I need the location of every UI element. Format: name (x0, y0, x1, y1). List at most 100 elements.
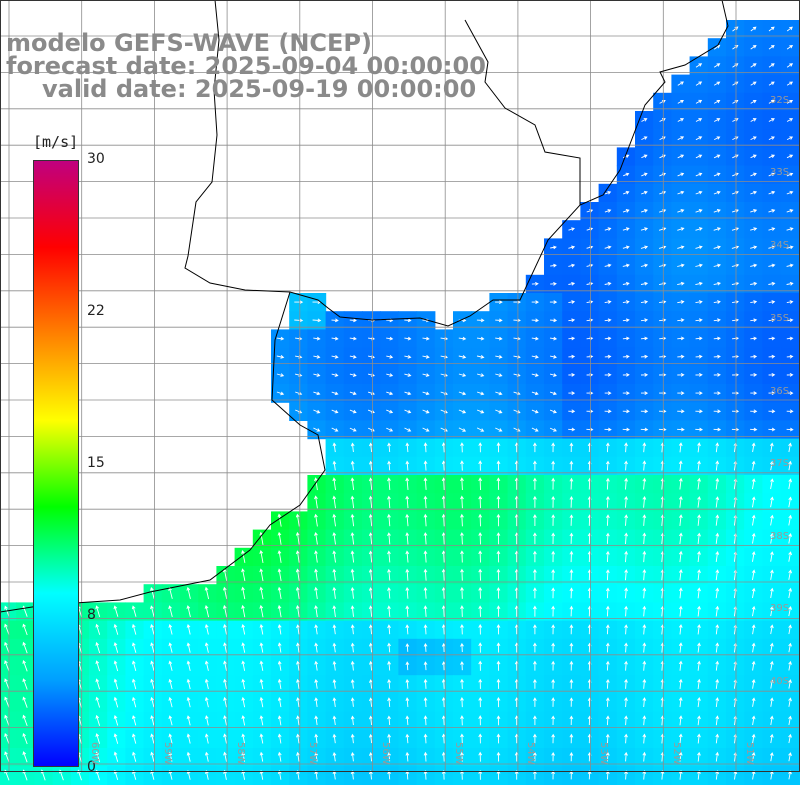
wind-arrow (332, 697, 337, 707)
wind-arrow (697, 569, 701, 581)
wind-arrow (715, 477, 720, 490)
wind-arrow (423, 678, 428, 689)
wind-arrow (441, 442, 446, 453)
wind-arrow (332, 752, 337, 762)
lat-label-32s: 32S (770, 95, 790, 106)
lat-lon-grid (0, 0, 800, 772)
wind-arrow (695, 354, 703, 359)
wind-arrow (405, 532, 410, 545)
wind-arrow (677, 81, 684, 86)
wind-arrow (277, 586, 282, 600)
wind-arrow (332, 460, 337, 471)
speed-cell (798, 766, 800, 785)
wind-arrow (276, 373, 285, 377)
wind-arrow (368, 460, 373, 471)
wind-arrow (387, 751, 391, 762)
wind-arrow (478, 660, 483, 671)
wind-arrow (259, 696, 264, 708)
wind-arrow (405, 513, 410, 527)
wind-arrow (715, 496, 720, 508)
wind-arrow (715, 660, 720, 671)
wind-arrow (168, 660, 173, 671)
wind-arrow (605, 715, 610, 726)
wind-arrow (786, 63, 794, 68)
wind-arrow (386, 336, 394, 341)
wind-arrow (768, 190, 776, 195)
wind-arrow (113, 642, 119, 653)
wind-arrow (368, 532, 373, 545)
wind-arrow (677, 354, 685, 359)
wind-arrow (478, 460, 483, 471)
wind-arrow (349, 427, 357, 432)
wind-arrow (22, 623, 28, 636)
wind-arrow (204, 642, 209, 653)
wind-arrow (788, 697, 792, 707)
wind-arrow (786, 118, 794, 122)
wind-arrow (697, 460, 701, 471)
wind-arrow (750, 136, 757, 141)
wind-arrow (713, 300, 721, 304)
wind-arrow (642, 587, 647, 599)
wind-arrow (569, 532, 574, 544)
wind-arrow (387, 697, 391, 707)
valid-date: valid date: 2025-09-19 00:00:00 (42, 75, 477, 103)
wind-arrow (677, 245, 685, 250)
wind-arrow (788, 514, 793, 526)
wind-arrow (368, 427, 375, 432)
wind-arrow (422, 336, 430, 341)
wind-arrow (131, 733, 137, 744)
wind-arrow (314, 605, 318, 618)
wind-arrow (496, 678, 501, 689)
wind-arrow (770, 532, 774, 544)
wind-arrow (186, 586, 191, 600)
wind-arrow (495, 300, 503, 304)
wind-arrow (349, 318, 357, 323)
wind-arrow (313, 409, 321, 414)
wind-arrow (750, 318, 758, 323)
wind-arrow (423, 550, 428, 563)
wind-arrow (768, 154, 776, 159)
wind-arrow (642, 678, 647, 689)
wind-arrow (786, 99, 794, 104)
wind-arrow (697, 733, 701, 744)
wind-arrow (677, 373, 685, 377)
wind-arrow (478, 587, 483, 599)
wind-arrow (677, 190, 685, 195)
wind-arrow (549, 373, 557, 377)
wind-arrow (713, 409, 722, 414)
wind-arrow (695, 281, 703, 286)
wind-arrow (715, 460, 720, 471)
wind-arrow (788, 642, 792, 653)
wind-arrow (533, 624, 537, 635)
wind-arrow (697, 696, 701, 708)
wind-arrow (770, 478, 774, 490)
wind-arrow (715, 605, 720, 617)
wind-arrow (533, 697, 537, 707)
wind-arrow (622, 409, 630, 414)
wind-arrow (751, 752, 756, 762)
wind-arrow (204, 770, 209, 780)
wind-arrow (222, 586, 228, 600)
lon-label-58w: 58W (235, 742, 246, 765)
wind-arrow (241, 769, 246, 780)
wind-arrow (622, 190, 630, 195)
wind-arrow (606, 532, 610, 544)
wind-arrow (113, 769, 119, 781)
wind-arrow (350, 513, 355, 527)
wind-arrow (332, 442, 337, 453)
wind-arrow (223, 678, 227, 690)
wind-arrow (622, 263, 630, 268)
wind-arrow (495, 318, 503, 323)
wind-arrow (132, 769, 137, 780)
wind-arrow (441, 605, 446, 617)
wind-arrow (241, 678, 246, 690)
wind-arrow (368, 568, 373, 581)
wind-arrow (277, 697, 282, 708)
wind-arrow (533, 733, 537, 744)
wind-arrow (186, 715, 191, 726)
wind-arrow (786, 263, 794, 268)
wind-arrow (533, 715, 537, 726)
wind-arrow (695, 227, 703, 231)
wind-arrow (551, 442, 555, 453)
wind-arrow (478, 751, 483, 762)
